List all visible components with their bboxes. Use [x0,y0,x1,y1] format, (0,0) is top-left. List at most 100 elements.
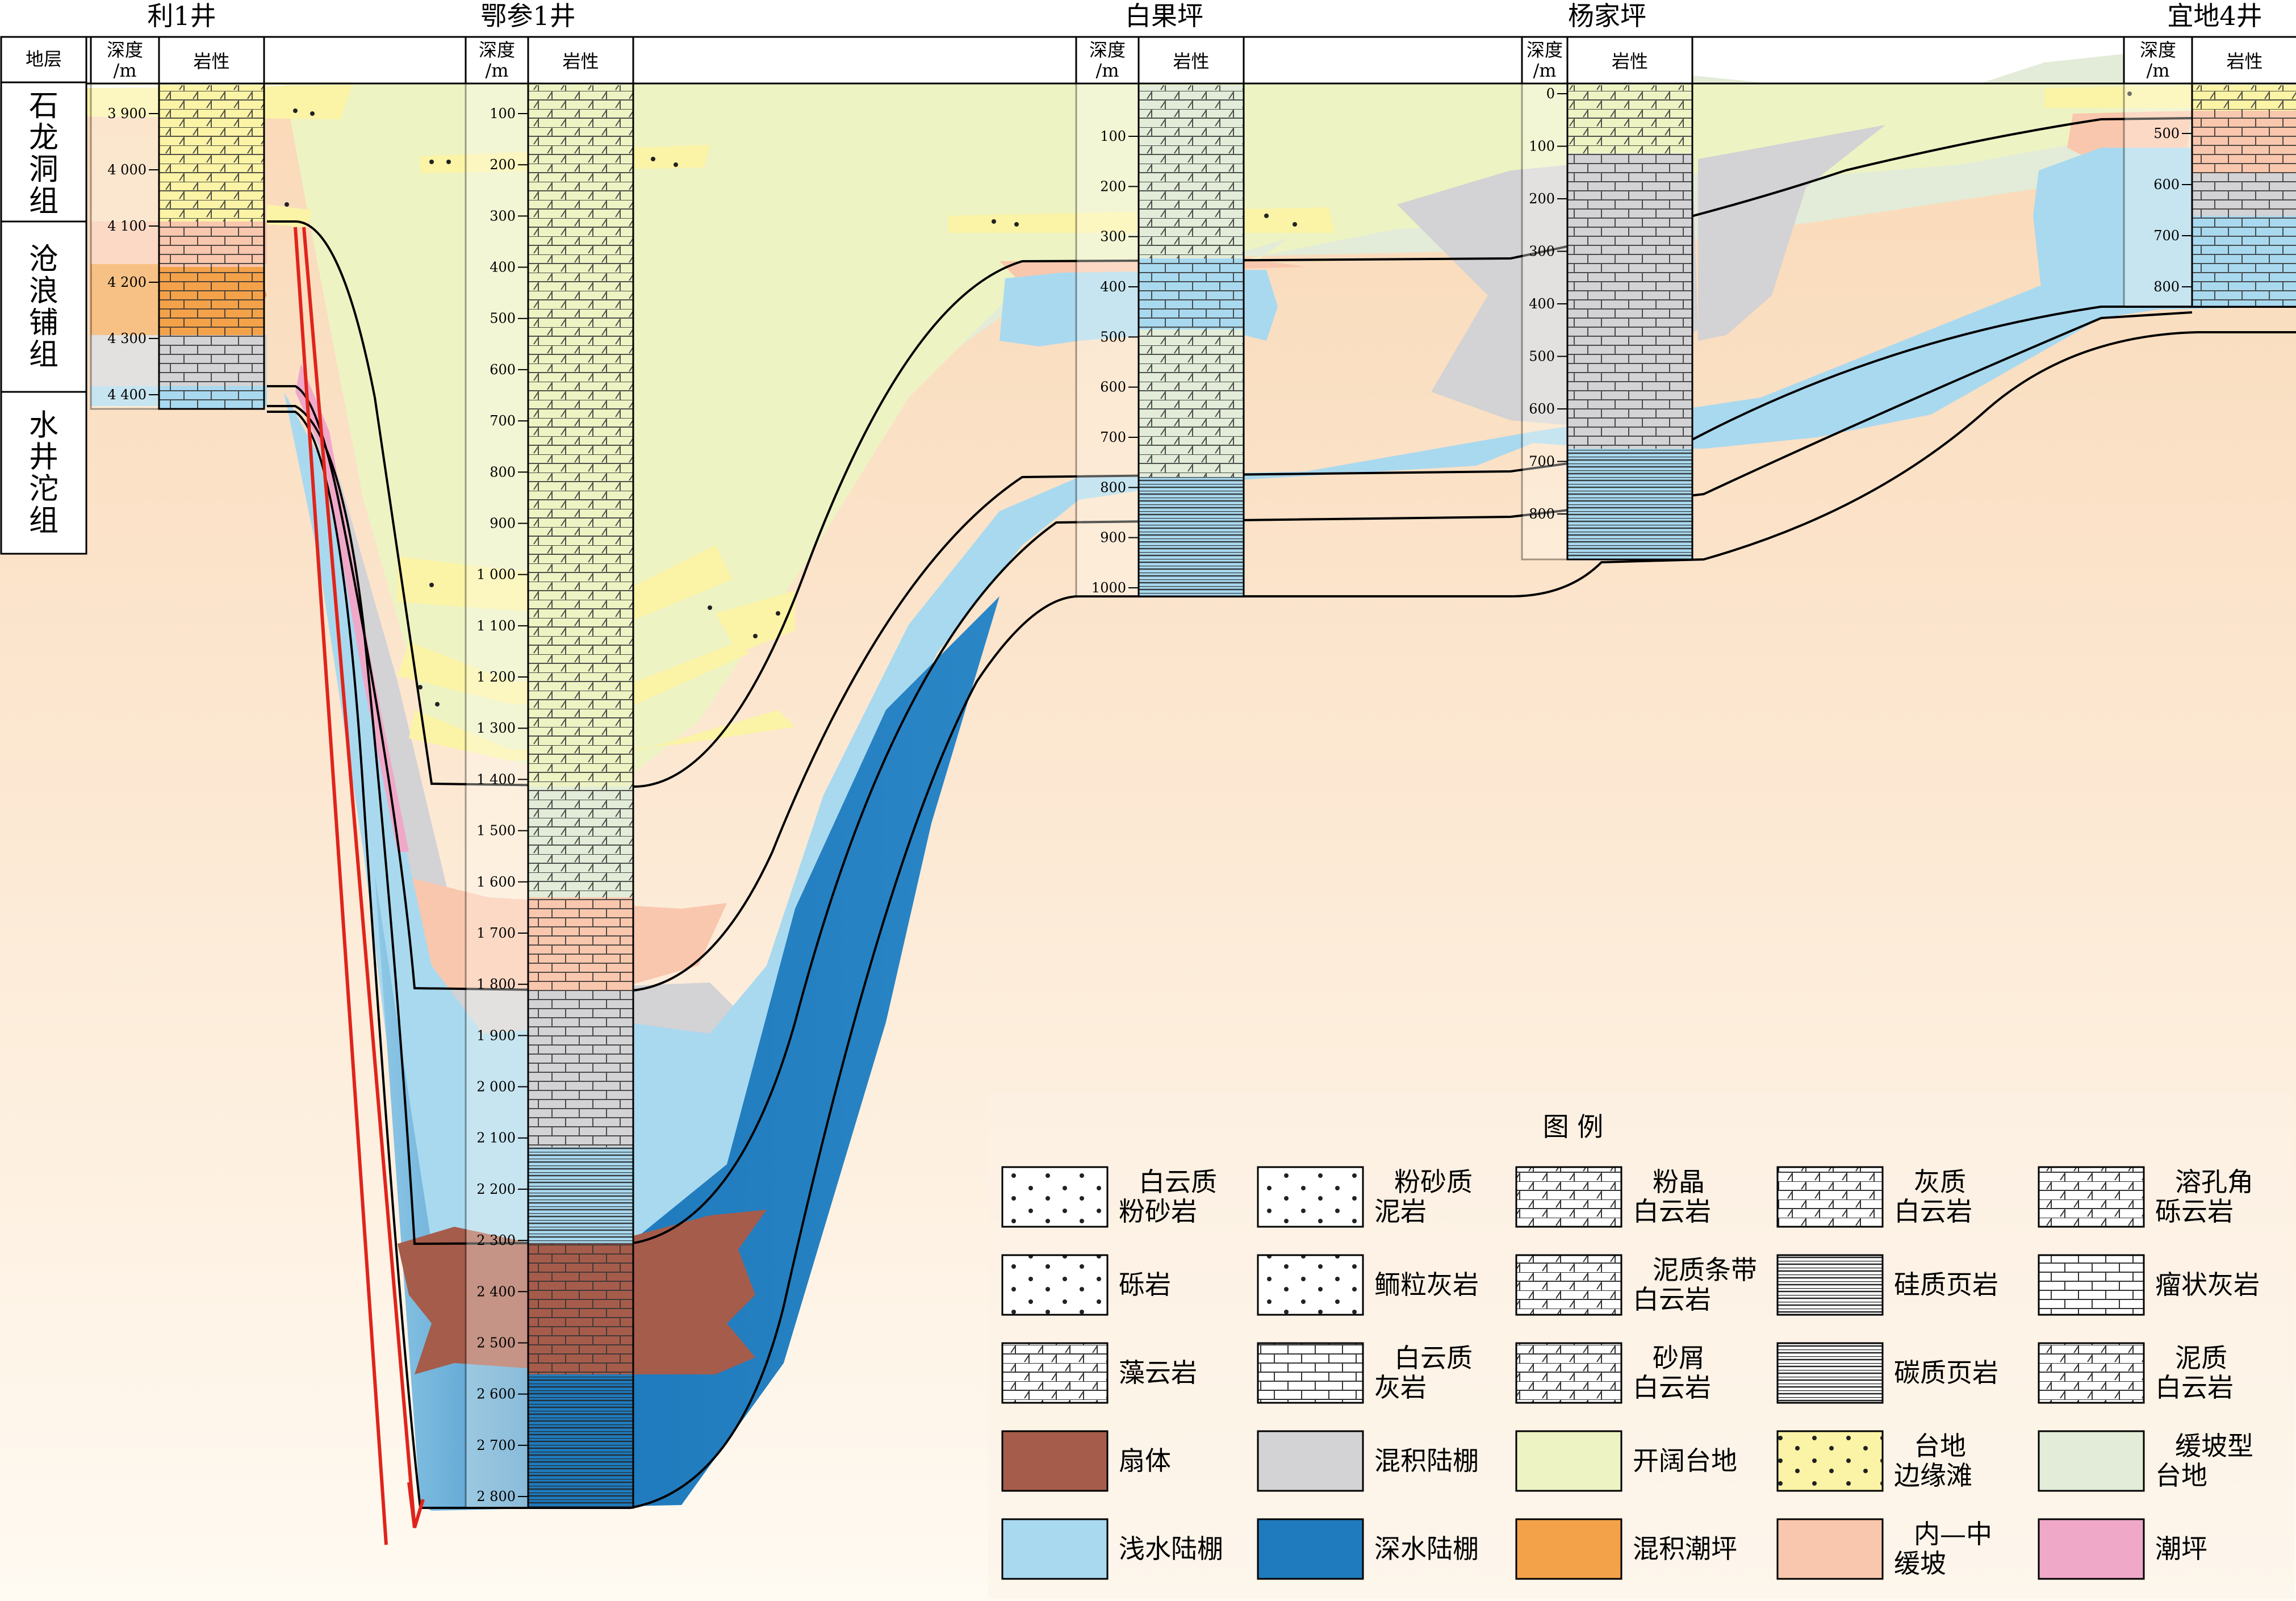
depth-tick-label: 200 [1529,191,1555,207]
depth-tick-label: 1 100 [476,618,516,634]
lithology-pattern [159,386,264,409]
lithology-pattern [1567,153,1692,449]
depth-tick-label: 0 [1546,86,1555,102]
facies-swatch [2038,1430,2145,1492]
facies-swatch [1257,1430,1364,1492]
depth-tick-label: 600 [1529,401,1555,417]
lithology-pattern [2192,85,2296,111]
legend-item: 硅质页岩 [1776,1254,1998,1316]
lithology-header: 岩性 [2226,51,2262,72]
legend-item: 混积潮坪 [1515,1518,1737,1580]
depth-tick-label: 1 200 [476,669,516,685]
legend-item: 白云质粉砂岩 [1001,1166,1217,1228]
depth-track [1521,82,1569,561]
depth-tick-label: 1000 [1091,580,1126,596]
strata-column: 地层 [0,36,87,555]
lithology-pattern [1139,85,1244,258]
legend-label: 扇体 [1119,1445,1171,1476]
well-column: 深度/m 岩性 宜地4井 500 600 700 800 [2123,1,2296,308]
depth-tick-label: 100 [490,106,516,122]
boundary-top-canglang [267,306,2296,993]
well-name: 宜地4井 [2167,1,2262,31]
legend-label: 溶孔角砾云岩 [2155,1167,2253,1227]
well-name: 鄂参1井 [480,1,575,31]
facies-swatch [1776,1518,1884,1580]
depth-tick-label: 2 700 [476,1437,516,1453]
well-column: 深度/m 岩性 白果坪 100 200 300 400 500 600 700 800 900 1000 [1075,1,1245,597]
depth-header: 深度 [2140,39,2176,61]
legend-label: 泥质白云岩 [2155,1343,2234,1403]
depth-tick-label: 700 [490,413,516,429]
lithology-pattern [2192,173,2296,216]
lithology-pattern [528,787,633,897]
depth-tick-label: 1 500 [476,823,516,839]
legend-item: 粉晶白云岩 [1515,1166,1711,1228]
formation-label: 沧浪铺组 [29,243,58,372]
lithology-pattern [528,897,633,991]
depth-tick-label: 600 [1100,379,1126,395]
legend-label: 砂屑白云岩 [1633,1343,1711,1403]
legend-item: 潮坪 [2038,1518,2207,1580]
legend-label: 内—中缓坡 [1894,1519,1992,1579]
legend-item: 白云质灰岩 [1257,1342,1473,1404]
legend-label: 碳质页岩 [1894,1357,1998,1388]
depth-tick-label: 200 [1100,178,1126,194]
legend-label: 潮坪 [2155,1533,2207,1564]
depth-tick-label: 300 [490,208,516,224]
lithology-pattern [528,1244,633,1374]
legend-item: 碳质页岩 [1776,1342,1998,1404]
legend-label: 白云质灰岩 [1374,1343,1473,1403]
well-name: 利1井 [147,1,216,31]
depth-unit: /m [485,60,508,81]
legend-item: 砂屑白云岩 [1515,1342,1711,1404]
depth-unit: /m [2146,60,2169,81]
depth-tick-label: 500 [1529,349,1555,365]
depth-tick-label: 900 [490,515,516,531]
depth-tick-label: 400 [1529,296,1555,312]
lithology-header: 岩性 [1612,51,1648,72]
legend-title: 图 例 [1543,1111,1604,1142]
depth-tick-label: 2 200 [476,1181,516,1197]
fault-arrow [407,1482,416,1528]
depth-tick-label: 4 300 [107,331,147,346]
legend-item: 开阔台地 [1515,1430,1737,1492]
legend-item: 混积陆棚 [1257,1430,1479,1492]
depth-tick-label: 900 [1100,530,1126,546]
lithology-pattern [1139,258,1244,329]
depth-tick-label: 300 [1529,244,1555,260]
depth-tick-label: 2 400 [476,1284,516,1299]
depth-tick-label: 1 000 [476,567,516,583]
legend-item: 扇体 [1001,1430,1171,1492]
legend-label: 粉砂质泥岩 [1374,1167,1473,1227]
depth-tick-label: 800 [490,464,516,480]
legend-item: 缓坡型台地 [2038,1430,2253,1492]
legend-item: 溶孔角砾云岩 [2038,1166,2253,1228]
depth-tick-label: 500 [490,311,516,327]
facies-swatch [1515,1430,1622,1492]
depth-tick-label: 700 [1100,429,1126,445]
legend-label: 粉晶白云岩 [1633,1167,1711,1227]
depth-tick-label: 100 [1100,128,1126,144]
depth-tick-label: 300 [1100,229,1126,245]
lithology-header: 岩性 [193,51,229,72]
legend-item: 泥质白云岩 [2038,1342,2234,1404]
depth-tick-label: 1 900 [476,1027,516,1043]
well-column: 深度/m 岩性 鄂参1井 100 200 300 400 500 600 700 800 900 1 0… [465,1,634,1509]
depth-tick-label: 100 [1529,139,1555,154]
well-column: 深度/m 岩性 利1井 3 900 4 000 4 100 4 200 4 300 4 400 [90,1,265,410]
legend-label: 硅质页岩 [1894,1269,1998,1300]
legend-label: 砾岩 [1119,1269,1171,1300]
depth-tick-label: 600 [2153,177,2180,193]
formation-label: 水井沱组 [29,409,58,538]
lithology-pattern [1139,329,1244,477]
depth-tick-label: 2 800 [476,1489,516,1504]
lithology-pattern [159,221,264,267]
depth-tick-label: 800 [2153,279,2180,295]
lithology-pattern [2192,111,2296,173]
lithology-pattern [1567,85,1692,153]
depth-unit: /m [113,60,136,81]
lithology-pattern [528,85,633,787]
legend-label: 藻云岩 [1119,1357,1197,1388]
